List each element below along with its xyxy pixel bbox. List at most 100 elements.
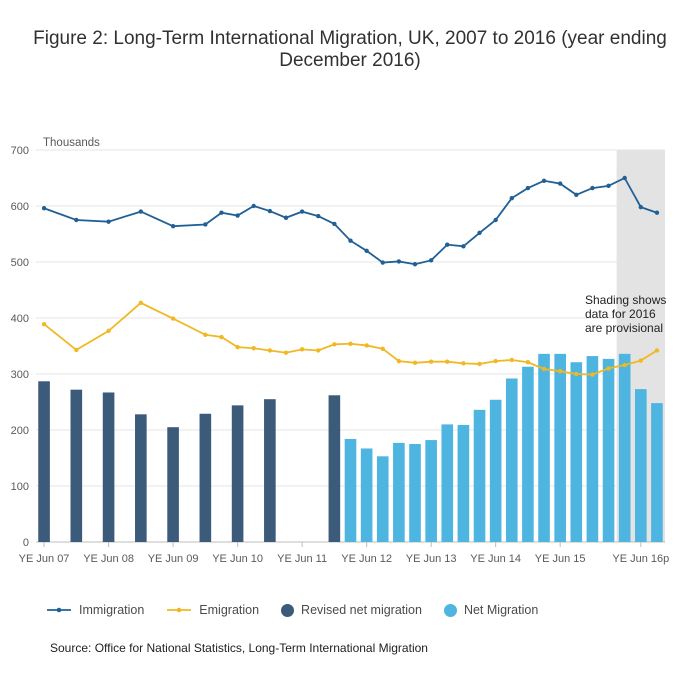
immigration-point xyxy=(654,210,660,215)
bar xyxy=(522,366,534,542)
emigration-point xyxy=(316,348,321,353)
chart-legend: Immigration Emigration Revised net migrati… xyxy=(46,603,560,617)
legend-item: Immigration xyxy=(46,603,144,617)
bar xyxy=(102,392,115,542)
emigration-point xyxy=(348,341,353,346)
legend-label: Net Migration xyxy=(463,603,539,617)
y-tick-label: 400 xyxy=(11,313,29,325)
emigration-point xyxy=(590,372,595,377)
y-tick-label: 300 xyxy=(11,369,29,381)
y-tick-label: 700 xyxy=(11,145,29,157)
legend-dot-swatch xyxy=(281,603,295,617)
emigration-point xyxy=(396,358,402,364)
bar xyxy=(199,413,212,542)
bar xyxy=(393,442,405,542)
provisional-note: Shading shows data for 2016 are provisio… xyxy=(585,293,667,335)
source-note: Source: Office for National Statistics, … xyxy=(50,641,428,655)
emigration-point xyxy=(638,358,644,363)
emigration-point xyxy=(106,328,111,334)
immigration-point xyxy=(283,215,289,220)
y-tick-label: 500 xyxy=(11,257,29,269)
chart-title: Figure 2: Long-Term International Migrat… xyxy=(33,28,667,71)
y-tick-label: 200 xyxy=(11,425,29,437)
emigration-point xyxy=(138,300,144,306)
bar xyxy=(38,381,50,542)
legend-item: Revised net migration xyxy=(281,603,422,617)
immigration-point xyxy=(74,217,79,223)
immigration-point xyxy=(622,175,627,181)
legend-label: Emigration xyxy=(199,603,260,617)
immigration-point xyxy=(428,258,434,263)
bar xyxy=(328,395,341,542)
immigration-point xyxy=(557,181,563,186)
emigration-point xyxy=(654,348,660,353)
x-tick-label: YE Jun 10 xyxy=(212,553,263,565)
bar xyxy=(360,448,373,542)
bar xyxy=(586,356,599,542)
emigration-point xyxy=(364,343,369,348)
x-tick-label: YE Jun 11 xyxy=(277,553,327,565)
emigration-point xyxy=(493,358,498,364)
x-tick-label: YE Jun 15 xyxy=(535,553,586,565)
x-tick-label: YE Jun 12 xyxy=(341,553,392,565)
x-tick-label: YE Jun 14 xyxy=(470,553,521,565)
immigration-point xyxy=(348,238,353,243)
immigration-point xyxy=(364,248,369,253)
x-tick-label: YE Jun 08 xyxy=(83,553,134,565)
bar xyxy=(538,353,550,542)
immigration-point xyxy=(445,242,450,247)
legend-item: Net Migration xyxy=(443,603,539,617)
bar xyxy=(489,399,502,542)
immigration-point xyxy=(493,217,498,223)
immigration-point xyxy=(203,222,208,227)
bar xyxy=(635,389,647,542)
bar xyxy=(602,358,615,542)
bar xyxy=(570,362,583,542)
emigration-point xyxy=(461,361,466,366)
immigration-point xyxy=(219,210,224,215)
immigration-point xyxy=(106,219,111,224)
legend-label: Revised net migration xyxy=(301,603,422,617)
immigration-point xyxy=(525,185,531,191)
migration-chart: 0 100 200 300 400 500 600 700 Thousands YE Jun 07… xyxy=(11,137,670,565)
bar xyxy=(457,424,470,542)
x-tick-label: YE Jun 09 xyxy=(148,553,199,565)
immigration-line xyxy=(43,176,658,266)
emigration-point xyxy=(203,332,208,337)
legend-item: Emigration xyxy=(166,603,259,617)
emigration-point xyxy=(622,362,627,368)
emigration-line xyxy=(43,301,658,376)
immigration-point xyxy=(396,259,402,264)
emigration-point xyxy=(445,359,450,364)
bar xyxy=(231,405,244,542)
legend-dot-swatch xyxy=(443,603,457,617)
y-tick-label: 600 xyxy=(11,201,29,213)
emigration-point xyxy=(380,346,385,351)
bar xyxy=(344,438,357,542)
bar xyxy=(554,353,566,542)
y-axis-label: Thousands xyxy=(43,137,100,149)
legend-label: Immigration xyxy=(79,603,145,617)
immigration-point xyxy=(251,203,256,209)
x-tick-label: YE Jun 16p xyxy=(612,553,669,565)
immigration-point xyxy=(380,260,385,265)
immigration-point xyxy=(332,221,337,227)
immigration-point xyxy=(541,178,547,183)
immigration-point xyxy=(299,209,305,214)
x-tick-label: YE Jun 13 xyxy=(406,553,457,565)
emigration-point xyxy=(606,366,611,371)
bar xyxy=(264,399,276,542)
bar xyxy=(70,389,83,542)
immigration-point xyxy=(606,183,611,189)
legend-line-swatch xyxy=(47,607,71,613)
immigration-point xyxy=(41,206,47,211)
y-tick-label: 0 xyxy=(23,537,29,549)
immigration-point xyxy=(235,213,240,218)
emigration-point xyxy=(509,357,514,363)
bar xyxy=(651,403,663,542)
emigration-point xyxy=(251,346,256,351)
bar xyxy=(441,424,454,542)
immigration-point xyxy=(138,209,144,214)
immigration-point xyxy=(574,192,579,197)
bar xyxy=(409,444,421,542)
